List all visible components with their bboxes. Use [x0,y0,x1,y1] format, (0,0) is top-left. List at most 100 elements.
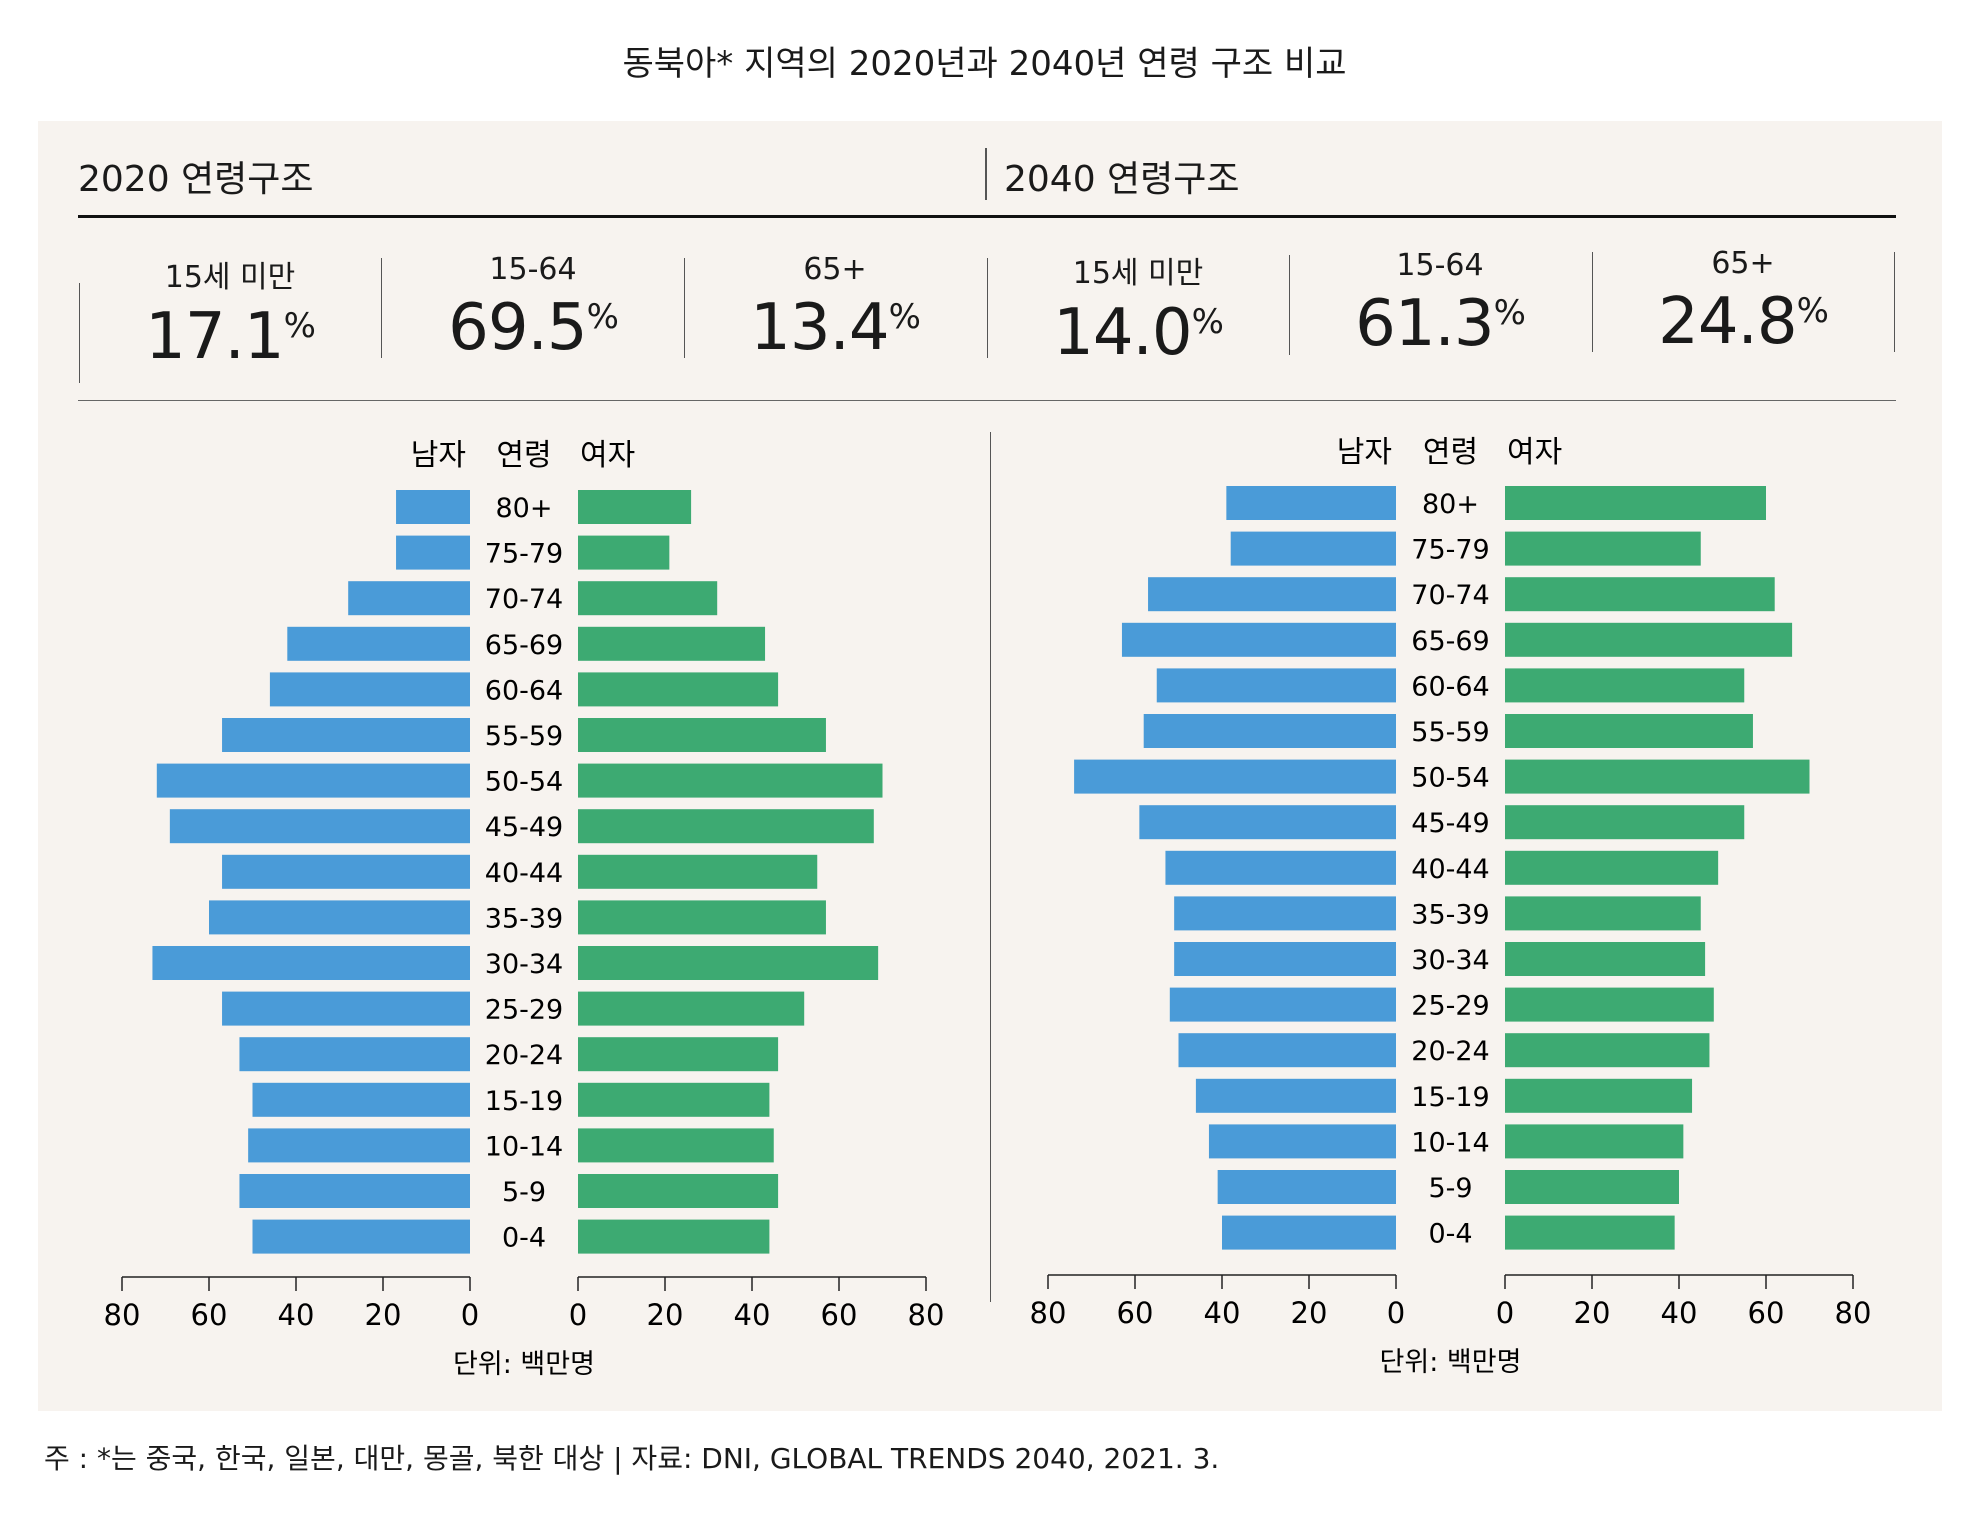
age-label: 40-44 [1411,854,1489,885]
tick-label: 0 [569,1298,587,1332]
header-male: 남자 [1337,435,1392,470]
stat-value: 61.3% [1290,287,1590,361]
age-label: 80+ [1422,489,1479,520]
age-label: 40-44 [485,858,563,889]
age-label: 5-9 [1428,1173,1472,1204]
bar-female-65-69 [1505,622,1793,657]
tick-label: 40 [278,1298,315,1332]
bar-female-10-14 [578,1128,774,1163]
age-label: 70-74 [1411,580,1489,611]
bar-female-50-54 [1505,759,1810,794]
bar-male-70-74 [348,581,470,616]
bar-male-65-69 [1121,622,1396,657]
unit-label: 단위: 백만명 [1380,1347,1522,1378]
tick-label: 0 [461,1298,479,1332]
stat-number: 13.4 [750,291,889,365]
age-label: 20-24 [1411,1036,1489,1067]
bar-female-35-39 [578,900,826,935]
age-label: 15-19 [485,1086,563,1117]
footnote: 주 : *는 중국, 한국, 일본, 대만, 몽골, 북한 대상 | 자료: D… [44,1442,1220,1475]
stat-unit: % [888,297,921,337]
stat-number: 24.8 [1658,285,1797,359]
bar-female-10-14 [1505,1124,1684,1159]
stat-2020-under15: 15세 미만 17.1% [80,252,380,374]
stat-divider [1894,252,1895,352]
stat-divider [1289,255,1290,355]
age-label: 10-14 [485,1131,563,1162]
tick-label: 20 [647,1298,684,1332]
age-label: 25-29 [485,995,563,1026]
stat-unit: % [1191,302,1224,342]
age-label: 70-74 [485,584,563,615]
bar-female-40-44 [1505,850,1719,885]
bar-female-65-69 [578,626,766,661]
age-label: 55-59 [485,721,563,752]
age-label: 20-24 [485,1040,563,1071]
bar-female-0-4 [1505,1215,1675,1250]
stat-label: 15-64 [489,252,577,287]
bar-female-15-19 [578,1082,770,1117]
age-label: 0-4 [502,1223,546,1254]
pyramid-chart-2020: 남자 연령 여자 80+ 75-79 70-74 65-69 60-64 55-59 50-54 4… [104,438,945,1380]
bar-male-55-59 [222,718,470,752]
bar-male-50-54 [156,763,471,798]
tick-label: 80 [908,1298,945,1332]
stat-2020-65plus: 65+ 13.4% [685,252,985,365]
bar-male-15-19 [252,1082,470,1117]
bar-female-60-64 [1505,668,1745,703]
stat-unit: % [1493,293,1526,333]
stat-divider [1592,252,1593,352]
bar-male-45-49 [1139,805,1396,840]
bar-male-5-9 [239,1174,470,1208]
header-age: 연령 [1423,435,1478,470]
stat-divider [987,258,988,358]
bar-female-75-79 [1505,531,1701,566]
bar-female-60-64 [578,672,779,707]
bar-male-30-34 [1174,942,1396,976]
age-label: 15-19 [1411,1082,1489,1113]
stat-unit: % [283,306,316,346]
bar-female-30-34 [578,946,879,980]
bar-male-10-14 [248,1128,470,1163]
stat-2020-15-64: 15-64 69.5% [383,252,683,365]
bar-male-65-69 [287,626,470,661]
age-label: 30-34 [485,949,563,980]
bar-male-35-39 [1174,896,1396,931]
age-label: 25-29 [1411,991,1489,1022]
age-label: 30-34 [1411,945,1489,976]
age-label: 65-69 [1411,626,1489,657]
age-label: 45-49 [1411,808,1489,839]
stats-rule [78,400,1896,401]
tick-label: 60 [1117,1296,1154,1330]
bar-male-50-54 [1074,759,1396,794]
stat-value: 69.5% [383,291,683,365]
bar-female-15-19 [1505,1078,1693,1113]
age-label: 60-64 [1411,671,1489,702]
stat-2040-65plus: 65+ 24.8% [1593,246,1893,359]
age-label: 75-79 [1411,535,1489,566]
pyramid-divider [990,432,991,1302]
bar-male-15-19 [1195,1078,1396,1113]
stat-divider [684,258,685,358]
stat-number: 17.1 [145,300,284,374]
bar-male-40-44 [222,854,470,889]
stat-divider [381,258,382,358]
tick-label: 20 [1291,1296,1328,1330]
bar-female-55-59 [1505,714,1753,748]
bar-female-45-49 [1505,805,1745,840]
bar-female-25-29 [1505,987,1714,1022]
tick-label: 60 [191,1298,228,1332]
bar-male-75-79 [396,535,470,570]
bar-male-30-34 [152,946,470,980]
tick-label: 40 [734,1298,771,1332]
bar-female-0-4 [578,1219,770,1254]
stat-value: 17.1% [80,300,380,374]
tick-label: 60 [821,1298,858,1332]
stat-value: 13.4% [685,291,985,365]
bar-male-35-39 [209,900,470,935]
bar-male-60-64 [269,672,470,707]
bar-male-20-24 [239,1037,470,1072]
bar-female-5-9 [1505,1170,1679,1204]
bar-male-40-44 [1165,850,1396,885]
tick-label: 80 [1030,1296,1067,1330]
